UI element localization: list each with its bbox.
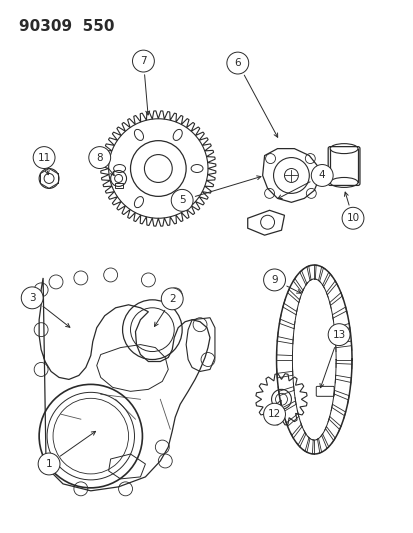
Circle shape <box>33 147 55 168</box>
Circle shape <box>263 269 285 291</box>
Text: 1: 1 <box>46 459 52 469</box>
Text: 11: 11 <box>38 152 51 163</box>
Text: 8: 8 <box>96 152 103 163</box>
Text: 10: 10 <box>346 213 359 223</box>
Text: 3: 3 <box>29 293 36 303</box>
Circle shape <box>21 287 43 309</box>
Text: 13: 13 <box>332 329 345 340</box>
Circle shape <box>132 50 154 72</box>
Text: 2: 2 <box>169 294 175 304</box>
Circle shape <box>171 189 192 211</box>
Text: 90309  550: 90309 550 <box>19 19 114 34</box>
Circle shape <box>38 453 60 475</box>
Circle shape <box>341 207 363 229</box>
Text: 12: 12 <box>267 409 280 419</box>
Circle shape <box>263 403 285 425</box>
Text: 9: 9 <box>271 275 277 285</box>
Circle shape <box>226 52 248 74</box>
Circle shape <box>311 165 332 187</box>
Text: 6: 6 <box>234 58 240 68</box>
Circle shape <box>328 324 349 345</box>
Circle shape <box>161 288 183 310</box>
Text: 4: 4 <box>318 171 325 181</box>
Text: 7: 7 <box>140 56 146 66</box>
Circle shape <box>88 147 110 168</box>
Text: 5: 5 <box>178 196 185 205</box>
